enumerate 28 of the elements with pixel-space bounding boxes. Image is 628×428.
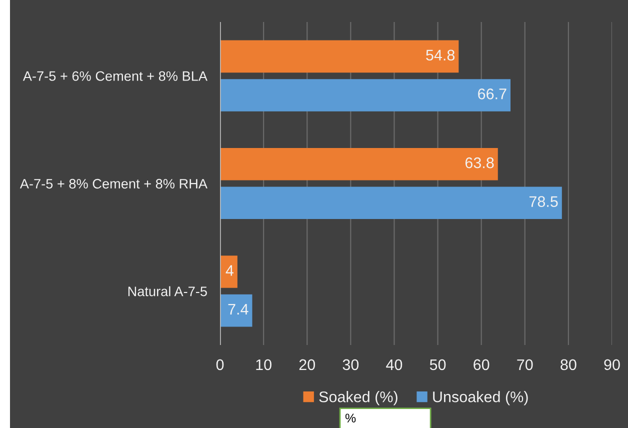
bar	[220, 79, 511, 112]
x-tick-label: 20	[299, 359, 316, 370]
data-label: 66.7	[478, 88, 506, 100]
x-tick-label: 80	[560, 359, 576, 370]
text: %	[345, 414, 356, 422]
bar	[220, 294, 252, 327]
x-tick-label: 50	[430, 359, 446, 370]
x-tick-label: 30	[342, 359, 359, 370]
x-tick-label: 0	[216, 359, 224, 370]
y-tick-label: Natural A-7-5	[128, 286, 207, 296]
legend-label: Unsoaked (%)	[433, 391, 528, 406]
bar	[220, 148, 498, 180]
data-label: 63.8	[465, 157, 494, 168]
x-tick-label: 90	[604, 359, 620, 370]
data-label: 7.4	[228, 304, 248, 314]
legend-label: Soaked (%)	[319, 391, 398, 406]
bar	[220, 186, 562, 220]
x-tick-label: 60	[474, 359, 490, 370]
x-tick-label: 10	[256, 359, 272, 370]
x-tick-label: 40	[386, 359, 402, 370]
y-tick-label: A-7-5 + 6% Cement + 8% BLA	[22, 71, 208, 81]
data-label: 4	[226, 265, 234, 276]
x-tick-label: 70	[517, 359, 533, 370]
bar	[220, 256, 238, 288]
y-tick-label: A-7-5 + 8% Cement + 8% RHA	[20, 178, 208, 189]
bar	[220, 40, 459, 73]
data-label: 78.5	[529, 196, 558, 207]
data-label: 54.8	[426, 50, 455, 61]
